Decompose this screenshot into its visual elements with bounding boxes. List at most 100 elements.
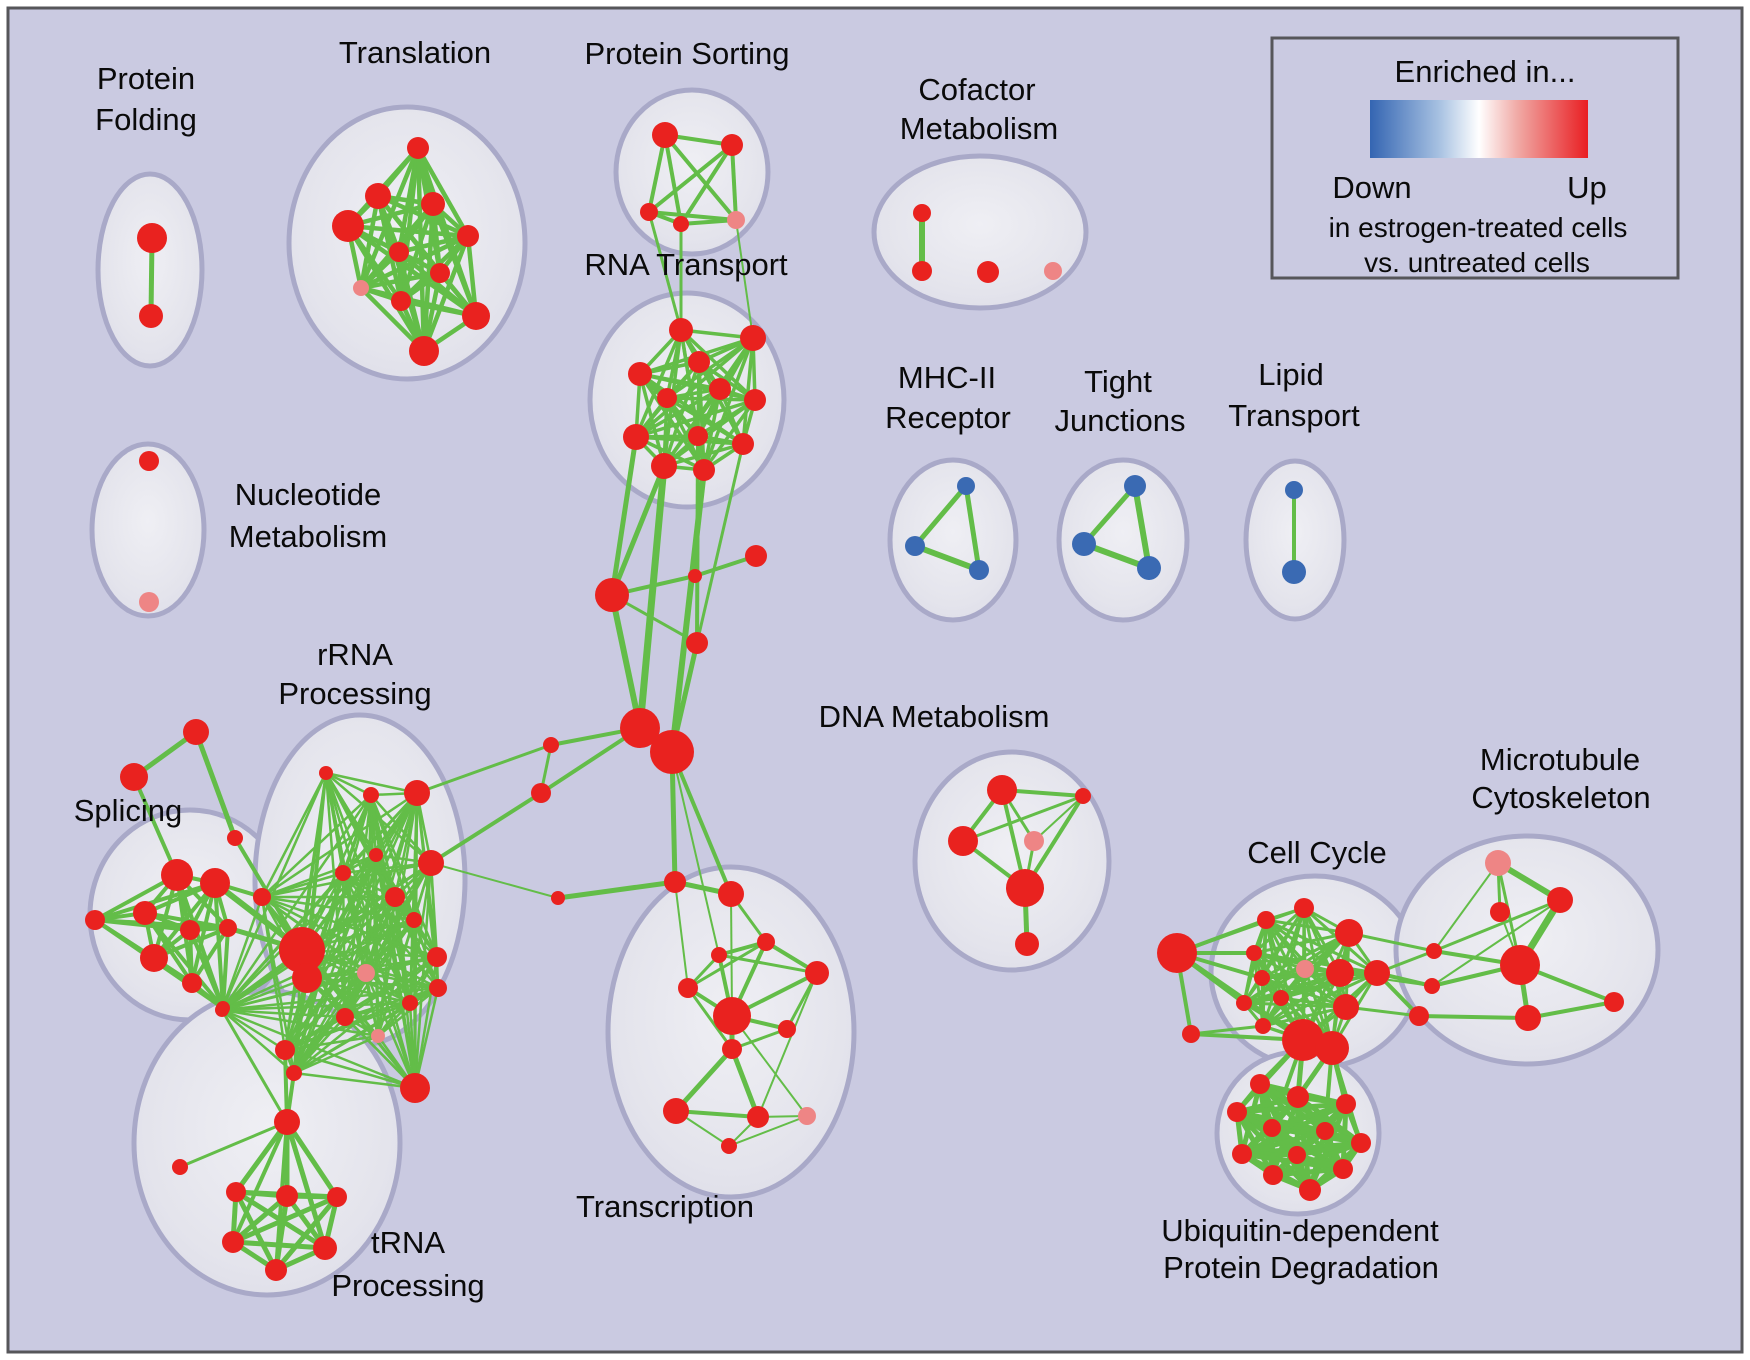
ubiquitin-degradation-label-line-1: Protein Degradation [1163, 1250, 1439, 1285]
bridge-edge-connectors-microtubule-cytoskeleton [1433, 862, 1499, 952]
protein-folding-label-line-0: Protein [97, 61, 195, 96]
microtubule-cytoskeleton-node-1 [1547, 887, 1573, 913]
rrna-processing-node-4 [369, 848, 383, 862]
cell-cycle-edge [1253, 951, 1378, 975]
bridge-edge-rna-transport-connectors [609, 436, 639, 596]
translation-edge [416, 146, 470, 238]
cofactor-metabolism-label-line-0: Cofactor [918, 72, 1035, 107]
cell-cycle-label-line-0: Cell Cycle [1247, 835, 1387, 870]
splicing-node-2 [133, 901, 157, 925]
ubiquitin-degradation-edge [1241, 1128, 1326, 1157]
nucleotide-metabolism-ellipse [89, 441, 207, 619]
rna-transport-edge [634, 329, 683, 438]
rrna-processing-edge [377, 987, 439, 1037]
rrna-processing-edge [293, 1071, 416, 1090]
rna-transport-node-7 [623, 424, 649, 450]
ubiquitin-degradation-node-2 [1336, 1094, 1356, 1114]
mhc-ii-receptor-edge [913, 484, 968, 548]
bridge-edge-connectors-transcription [671, 751, 720, 956]
rrna-processing-edge [221, 1008, 346, 1019]
protein-sorting-edge [730, 144, 738, 221]
mhc-ii-receptor-edge [913, 543, 981, 573]
protein-sorting-node-1 [721, 134, 743, 156]
connectors-node-2 [227, 830, 243, 846]
rrna-processing-edge [284, 1048, 416, 1090]
protein-sorting-edge [679, 143, 734, 226]
legend-gradient-bar [1370, 100, 1588, 158]
ubiquitin-degradation-node-11 [1299, 1179, 1321, 1201]
cofactor-metabolism-label-line-1: Metabolism [900, 111, 1059, 146]
dna-metabolism-node-1 [1075, 788, 1091, 804]
trna-processing-edge [231, 1121, 289, 1243]
tight-junctions-node-1 [1072, 532, 1096, 556]
rrna-processing-edge [284, 972, 367, 1051]
node-layer [85, 122, 1624, 1281]
cell-cycle-node-11 [1333, 994, 1359, 1020]
rrna-processing-node-14 [402, 995, 418, 1011]
bridge-edge-connectors-rrna-processing [430, 862, 559, 899]
label-layer: Protein Folding Translation Protein Sorting… [74, 35, 1651, 1303]
rna-transport-node-4 [709, 378, 731, 400]
transcription-node-11 [798, 1107, 816, 1125]
rrna-processing-node-12 [427, 947, 447, 967]
translation-edge [430, 203, 479, 317]
rrna-processing-label-line-1: Processing [278, 676, 431, 711]
protein-folding-node-0 [137, 223, 167, 253]
ubiquitin-degradation-node-4 [1263, 1119, 1281, 1137]
rna-transport-edge [663, 442, 744, 468]
cell-cycle-edge [1262, 971, 1378, 1028]
nucleotide-metabolism-node-1 [139, 592, 159, 612]
splicing-node-0 [161, 859, 193, 891]
splicing-label-line-0: Splicing [74, 793, 183, 828]
rrna-processing-edge [221, 1008, 286, 1052]
protein-sorting-node-2 [640, 203, 658, 221]
rrna-processing-edge [221, 986, 439, 1012]
transcription-edge [687, 940, 767, 990]
rrna-processing-node-8 [253, 888, 271, 906]
cell-cycle-node-1 [1294, 898, 1314, 918]
transcription-edge [757, 972, 818, 1118]
rrna-processing-node-19 [215, 1003, 229, 1017]
cell-cycle-node-9 [1273, 990, 1289, 1006]
cell-cycle-node-8 [1236, 995, 1252, 1011]
transcription-edge [718, 953, 818, 975]
connectors-node-0 [183, 719, 209, 745]
microtubule-cytoskeleton-node-0 [1485, 850, 1511, 876]
lipid-transport-node-1 [1282, 560, 1306, 584]
transcription-edge [686, 987, 734, 1050]
lipid-transport-node-0 [1285, 481, 1303, 499]
dna-metabolism-ellipse [912, 749, 1112, 973]
cofactor-metabolism-node-2 [977, 261, 999, 283]
cell-cycle-node-4 [1296, 960, 1314, 978]
connectors-node-13 [1182, 1025, 1200, 1043]
cell-cycle-edge [1253, 951, 1347, 1009]
protein-sorting-node-4 [727, 211, 745, 229]
bridge-edge-connectors-rrna-processing [429, 791, 543, 865]
connectors-node-11 [551, 891, 565, 905]
lipid-transport-label-line-1: Transport [1228, 398, 1360, 433]
connectors-node-1 [120, 763, 148, 791]
splicing-edge [221, 927, 230, 1009]
trna-processing-node-6 [313, 1236, 337, 1260]
rrna-processing-label-line-0: rRNA [317, 637, 393, 672]
rna-transport-node-6 [744, 389, 766, 411]
rrna-processing-edge [413, 987, 440, 1089]
protein-folding-node-1 [139, 304, 163, 328]
translation-node-1 [365, 183, 391, 209]
mhc-ii-receptor-node-0 [957, 477, 975, 495]
rrna-processing-node-18 [371, 1029, 385, 1043]
transcription-node-7 [778, 1020, 796, 1038]
rna-transport-node-5 [657, 388, 677, 408]
connectors-edge [609, 594, 643, 729]
dna-metabolism-node-5 [1015, 932, 1039, 956]
cell-cycle-edge [1261, 931, 1350, 980]
rrna-processing-edge [293, 1034, 379, 1075]
splicing-node-6 [182, 973, 202, 993]
rrna-processing-edge [284, 1015, 346, 1052]
ubiquitin-degradation-edge [1272, 1166, 1344, 1178]
transcription-node-5 [678, 978, 698, 998]
rna-transport-node-8 [688, 426, 708, 446]
connectors-node-6 [650, 730, 694, 774]
